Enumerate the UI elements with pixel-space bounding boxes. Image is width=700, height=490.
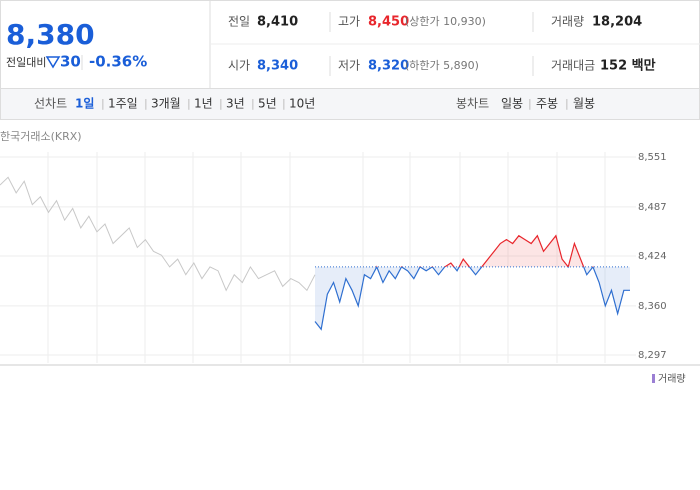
candle-tab[interactable]: 주봉 bbox=[536, 97, 558, 111]
change-pct: -0.36% bbox=[89, 53, 147, 71]
tab-group-label: 봉차트 bbox=[456, 97, 489, 111]
period-tab[interactable]: 1일 bbox=[75, 97, 94, 111]
tab-separator: | bbox=[528, 97, 532, 110]
period-tab[interactable]: 5년 bbox=[258, 97, 277, 111]
period-tab[interactable]: 10년 bbox=[289, 97, 315, 111]
stat-label: 고가 bbox=[338, 15, 360, 29]
period-tab[interactable]: 3개월 bbox=[151, 97, 181, 111]
change: 30 bbox=[60, 53, 81, 71]
source: 한국거래소(KRX) bbox=[0, 130, 82, 143]
area-up bbox=[315, 235, 630, 267]
tab-separator: | bbox=[101, 97, 105, 110]
price: 8,380 bbox=[6, 18, 95, 51]
stat-value: 8,320 bbox=[368, 59, 409, 74]
stat-label: 전일 bbox=[228, 15, 250, 29]
period-tab[interactable]: 3년 bbox=[226, 97, 245, 111]
y-tick-label: 8,297 bbox=[638, 350, 667, 361]
stat-label: 시가 bbox=[228, 59, 250, 73]
y-tick-label: 8,551 bbox=[638, 152, 667, 163]
tab-bar bbox=[0, 88, 700, 120]
period-tab[interactable]: 1주일 bbox=[108, 97, 138, 111]
tab-group-label: 선차트 bbox=[34, 97, 67, 111]
today-line-up bbox=[376, 234, 594, 267]
tab-separator: | bbox=[219, 97, 223, 110]
legend-label: 거래량 bbox=[658, 373, 686, 385]
today-line-down bbox=[314, 266, 630, 331]
tab-separator: | bbox=[251, 97, 255, 110]
stat-value: 152 백만 bbox=[600, 58, 656, 74]
legend-swatch bbox=[652, 374, 655, 383]
tab-separator: | bbox=[187, 97, 191, 110]
stat-label: 거래량 bbox=[551, 15, 584, 29]
tab-separator: | bbox=[144, 97, 148, 110]
stat-note: (상한가 10,930) bbox=[405, 15, 486, 28]
stat-value: 8,340 bbox=[257, 59, 298, 74]
change-label: 전일대비 bbox=[6, 55, 46, 69]
candle-tab[interactable]: 월봉 bbox=[573, 97, 595, 111]
candle-tab[interactable]: 일봉 bbox=[501, 97, 523, 111]
y-tick-label: 8,360 bbox=[638, 301, 667, 312]
previous-line bbox=[0, 176, 316, 292]
stat-label: 저가 bbox=[338, 59, 360, 73]
down-arrow bbox=[45, 56, 61, 69]
y-tick-label: 8,424 bbox=[638, 251, 667, 262]
y-tick-label: 8,487 bbox=[638, 202, 667, 213]
stat-value: 18,204 bbox=[592, 15, 642, 30]
tab-separator: | bbox=[282, 97, 286, 110]
stat-note: (하한가 5,890) bbox=[405, 58, 479, 72]
area-down bbox=[315, 266, 630, 330]
stat-value: 8,410 bbox=[257, 15, 298, 30]
stat-label: 거래대금 bbox=[551, 59, 595, 73]
tab-separator: | bbox=[565, 97, 569, 110]
period-tab[interactable]: 1년 bbox=[194, 97, 213, 111]
stat-value: 8,450 bbox=[368, 15, 409, 30]
